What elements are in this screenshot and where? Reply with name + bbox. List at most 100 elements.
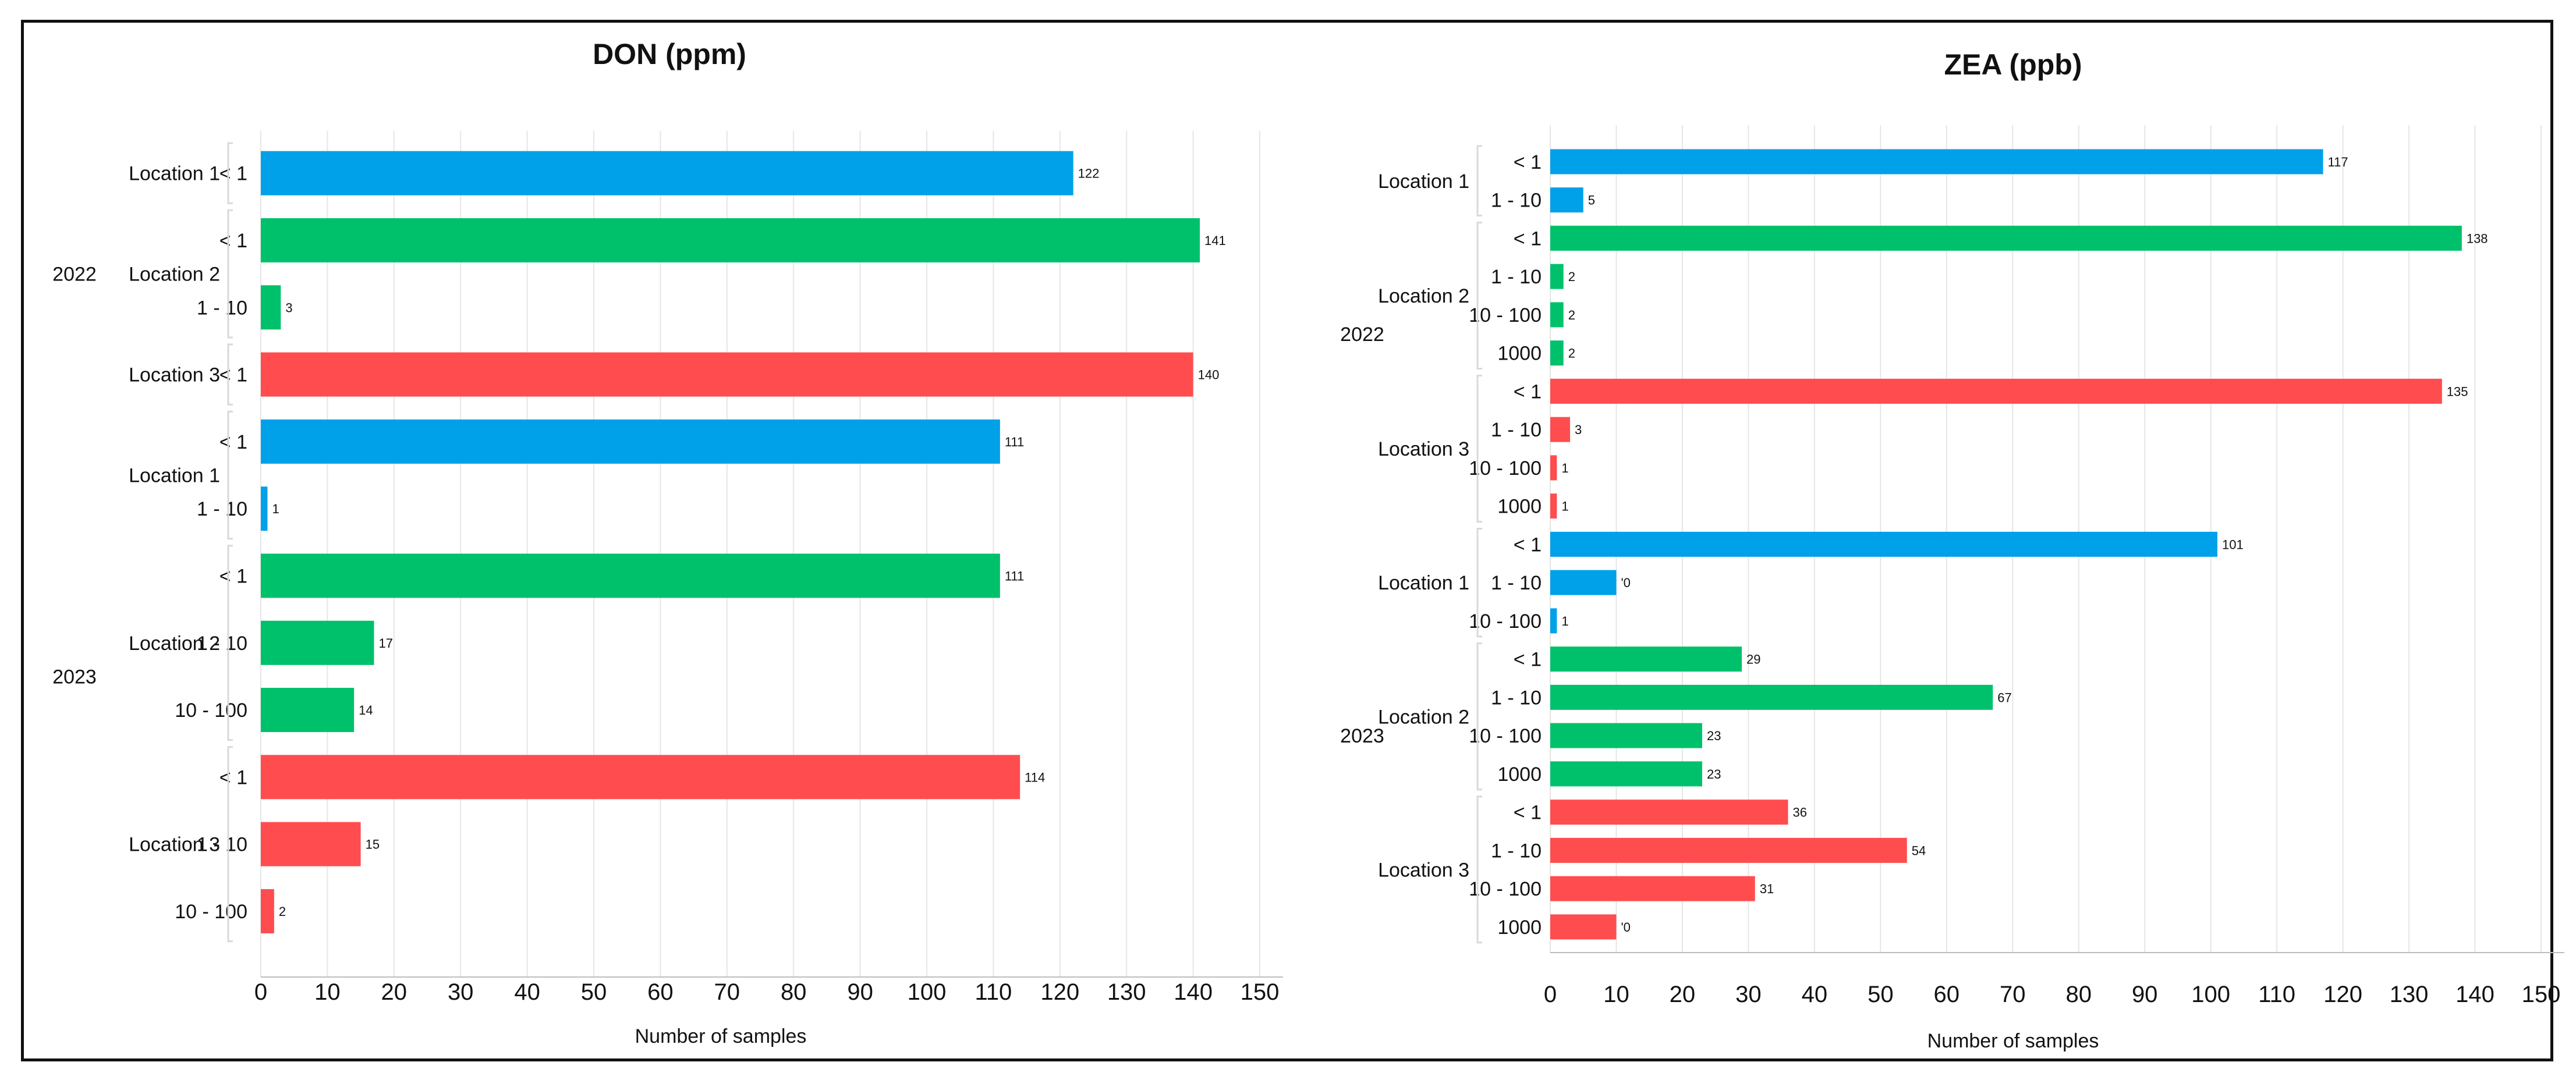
don-location-label: Location 3 bbox=[129, 834, 220, 856]
don-category-label: < 1 bbox=[219, 766, 247, 788]
zea-category-label: 1 - 10 bbox=[1491, 190, 1542, 212]
don-data-label: 2 bbox=[279, 904, 286, 919]
don-year-label: 2023 bbox=[52, 666, 97, 688]
don-data-label: 15 bbox=[366, 837, 380, 852]
don-bar-2022-location-2-1-10 bbox=[261, 285, 281, 330]
zea-bar-2022-location-3-1-10 bbox=[1550, 417, 1571, 442]
zea-location-bracket bbox=[1476, 528, 1482, 638]
don-x-tick-label: 80 bbox=[781, 979, 807, 1005]
don-x-tick-label: 110 bbox=[975, 979, 1012, 1005]
zea-bar-2023-location-2-1 bbox=[1550, 646, 1742, 672]
don-category-label: < 1 bbox=[219, 565, 247, 587]
zea-bar-2023-location-2-1-10 bbox=[1550, 684, 1993, 710]
don-x-tick-label: 30 bbox=[448, 979, 474, 1005]
zea-data-label: 36 bbox=[1792, 805, 1806, 820]
zea-plot-area: 0 10 20 30 40 50 60 70 80 90 100 110 120 130 140 150 117… bbox=[1340, 125, 2564, 1007]
zea-category-label: < 1 bbox=[1514, 151, 1542, 173]
zea-chart-title: ZEA (ppb) bbox=[1944, 48, 2082, 81]
don-category-label: < 1 bbox=[219, 431, 247, 453]
don-bar-2023-location-1-1-10 bbox=[261, 486, 268, 531]
zea-category-label: 10 - 100 bbox=[1469, 725, 1542, 747]
zea-x-tick-label: 40 bbox=[1802, 982, 1828, 1007]
don-bar-2023-location-2-1-10 bbox=[261, 620, 374, 665]
don-x-tick-label: 150 bbox=[1241, 979, 1280, 1005]
zea-bar-2023-location-1-1-10 bbox=[1550, 570, 1617, 595]
zea-x-tick-label: 120 bbox=[2323, 982, 2362, 1007]
zea-bar-2023-location-2-10-100 bbox=[1550, 723, 1702, 748]
zea-category-label: < 1 bbox=[1514, 534, 1542, 556]
don-data-label: 1 bbox=[272, 502, 279, 516]
zea-bar-2022-location-2-1-10 bbox=[1550, 264, 1564, 289]
zea-x-tick-label: 140 bbox=[2455, 982, 2494, 1007]
zea-bar-2023-location-3-1000 bbox=[1550, 914, 1617, 940]
zea-location-label: Location 2 bbox=[1378, 285, 1469, 307]
zea-bar-2023-location-1-1 bbox=[1550, 531, 2218, 557]
don-location-bracket bbox=[227, 746, 233, 943]
don-location-bracket bbox=[227, 545, 233, 741]
zea-bar-2022-location-3-1 bbox=[1550, 378, 2442, 404]
don-data-label: 140 bbox=[1198, 368, 1220, 382]
zea-x-tick-label: 110 bbox=[2258, 982, 2295, 1007]
don-x-tick-label: 130 bbox=[1107, 979, 1146, 1005]
zea-data-label: 117 bbox=[2328, 155, 2348, 169]
don-bar-2023-location-3-1 bbox=[261, 755, 1021, 800]
zea-data-label: 1 bbox=[1561, 461, 1568, 475]
zea-bar-2022-location-1-1 bbox=[1550, 149, 2323, 175]
zea-x-tick-label: 10 bbox=[1603, 982, 1629, 1007]
zea-category-label: 1000 bbox=[1497, 763, 1542, 786]
zea-category-label: < 1 bbox=[1514, 381, 1542, 403]
don-category-label: < 1 bbox=[219, 230, 247, 252]
zea-bar-2023-location-2-1000 bbox=[1550, 761, 1702, 787]
zea-bar-2022-location-2-10-100 bbox=[1550, 302, 1564, 328]
don-data-label: 114 bbox=[1025, 770, 1045, 784]
don-location-label: Location 2 bbox=[129, 633, 220, 655]
zea-data-label: 1 bbox=[1561, 614, 1568, 628]
zea-x-tick-label: 130 bbox=[2390, 982, 2429, 1007]
zea-data-label: 1 bbox=[1561, 499, 1568, 514]
zea-data-label: 3 bbox=[1575, 422, 1582, 437]
don-location-bracket bbox=[227, 142, 233, 204]
zea-x-tick-label: 80 bbox=[2065, 982, 2092, 1007]
zea-data-label: 29 bbox=[1746, 652, 1760, 667]
zea-data-label: 23 bbox=[1707, 729, 1721, 743]
zea-category-label: 10 - 100 bbox=[1469, 457, 1542, 479]
zea-x-tick-label: 70 bbox=[2000, 982, 2026, 1007]
zea-bar-2022-location-2-1 bbox=[1550, 225, 2462, 251]
zea-x-axis-label: Number of samples bbox=[1927, 1030, 2099, 1052]
don-data-label: 3 bbox=[285, 300, 292, 315]
zea-x-tick-label: 90 bbox=[2132, 982, 2158, 1007]
zea-bar-2022-location-1-1-10 bbox=[1550, 187, 1583, 213]
don-location-bracket bbox=[227, 343, 233, 406]
zea-category-label: 1000 bbox=[1497, 917, 1542, 939]
zea-x-tick-label: 100 bbox=[2191, 982, 2230, 1007]
zea-data-label: 31 bbox=[1760, 882, 1774, 896]
don-category-label: 1 - 10 bbox=[197, 297, 247, 319]
don-chart-title: DON (ppm) bbox=[593, 38, 746, 70]
don-x-tick-label: 100 bbox=[908, 979, 947, 1005]
don-category-label: 10 - 100 bbox=[175, 699, 247, 722]
don-category-label: < 1 bbox=[219, 364, 247, 386]
zea-bar-2023-location-3-1 bbox=[1550, 800, 1788, 825]
don-bar-2022-location-1-1 bbox=[261, 151, 1073, 196]
zea-location-bracket bbox=[1476, 222, 1482, 370]
zea-location-bracket bbox=[1476, 642, 1482, 791]
don-plot-area: 0 10 20 30 40 50 60 70 80 90 100 110 120 130 140 150122… bbox=[52, 131, 1283, 1005]
don-data-label: 111 bbox=[1005, 435, 1024, 449]
don-category-label: 1 - 10 bbox=[197, 633, 247, 655]
don-bar-2023-location-1-1 bbox=[261, 419, 1000, 464]
zea-category-label: 1 - 10 bbox=[1491, 266, 1542, 288]
don-category-label: 1 - 10 bbox=[197, 834, 247, 856]
zea-category-label: 10 - 100 bbox=[1469, 878, 1542, 900]
zea-location-label: Location 1 bbox=[1378, 572, 1469, 594]
zea-category-label: < 1 bbox=[1514, 802, 1542, 824]
figure-frame bbox=[21, 20, 2553, 1061]
don-location-label: Location 1 bbox=[129, 465, 220, 487]
zea-category-label: 10 - 100 bbox=[1469, 610, 1542, 633]
zea-year-label: 2023 bbox=[1340, 725, 1384, 747]
zea-data-label: 2 bbox=[1568, 308, 1575, 322]
don-data-label: 14 bbox=[359, 703, 373, 717]
don-data-label: 122 bbox=[1078, 166, 1100, 181]
